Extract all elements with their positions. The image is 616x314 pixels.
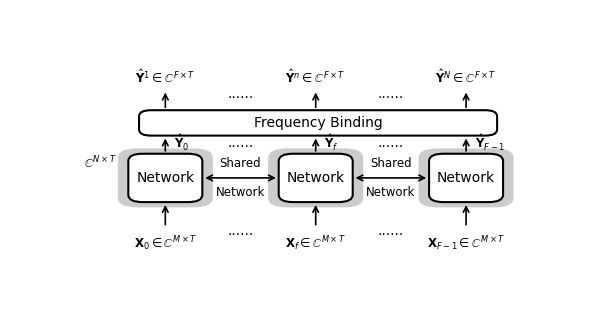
Text: ......: ......: [378, 224, 404, 238]
Text: $\mathbf{X}_f\in\mathbb{C}^{M\times T}$: $\mathbf{X}_f\in\mathbb{C}^{M\times T}$: [285, 235, 346, 253]
FancyBboxPatch shape: [118, 149, 213, 208]
Text: Network: Network: [216, 186, 265, 199]
Text: Network: Network: [437, 171, 495, 185]
Text: $\mathbb{C}^{N\times T}$: $\mathbb{C}^{N\times T}$: [84, 155, 117, 172]
Text: $\hat{\mathbf{Y}}^1\in\mathbb{C}^{F\times T}$: $\hat{\mathbf{Y}}^1\in\mathbb{C}^{F\time…: [135, 68, 196, 86]
Text: Network: Network: [136, 171, 195, 185]
FancyBboxPatch shape: [128, 154, 202, 202]
Text: $\hat{\mathbf{Y}}_f$: $\hat{\mathbf{Y}}_f$: [324, 133, 339, 154]
FancyBboxPatch shape: [419, 149, 514, 208]
FancyBboxPatch shape: [429, 154, 503, 202]
FancyBboxPatch shape: [278, 154, 353, 202]
Text: Shared: Shared: [370, 157, 411, 170]
Text: ......: ......: [227, 224, 254, 238]
Text: Network: Network: [366, 186, 416, 199]
Text: Frequency Binding: Frequency Binding: [254, 116, 383, 130]
Text: Shared: Shared: [220, 157, 261, 170]
FancyBboxPatch shape: [268, 149, 363, 208]
Text: ......: ......: [378, 137, 404, 150]
Text: ......: ......: [378, 88, 404, 101]
Text: ......: ......: [227, 137, 254, 150]
Text: $\hat{\mathbf{Y}}^N\in\mathbb{C}^{F\times T}$: $\hat{\mathbf{Y}}^N\in\mathbb{C}^{F\time…: [436, 68, 497, 86]
Text: $\mathbf{X}_0\in\mathbb{C}^{M\times T}$: $\mathbf{X}_0\in\mathbb{C}^{M\times T}$: [134, 235, 197, 253]
Text: ......: ......: [227, 88, 254, 101]
Text: $\hat{\mathbf{Y}}^n\in\mathbb{C}^{F\times T}$: $\hat{\mathbf{Y}}^n\in\mathbb{C}^{F\time…: [285, 68, 346, 86]
Text: $\hat{\mathbf{Y}}_0$: $\hat{\mathbf{Y}}_0$: [174, 133, 189, 154]
FancyBboxPatch shape: [139, 110, 497, 136]
Text: Network: Network: [286, 171, 345, 185]
Text: $\mathbf{X}_{F-1}\in\mathbb{C}^{M\times T}$: $\mathbf{X}_{F-1}\in\mathbb{C}^{M\times …: [427, 235, 505, 253]
Text: $\hat{\mathbf{Y}}_{F-1}$: $\hat{\mathbf{Y}}_{F-1}$: [475, 133, 505, 154]
